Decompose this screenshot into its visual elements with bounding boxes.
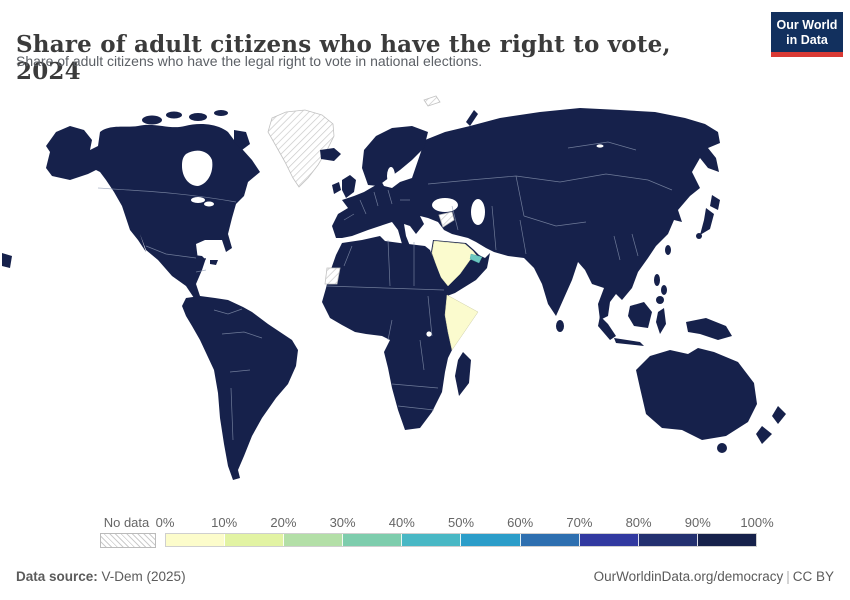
world-map <box>0 88 850 500</box>
novaya-zemlya[interactable] <box>466 110 478 126</box>
country-japan[interactable] <box>700 208 714 235</box>
country-indonesia-sumatra[interactable] <box>598 316 616 340</box>
country-iceland[interactable] <box>320 148 341 161</box>
country-philippines[interactable] <box>656 296 664 304</box>
country-cuba[interactable] <box>186 254 206 260</box>
baltic-sea <box>387 167 395 185</box>
country-new-zealand[interactable] <box>756 426 772 444</box>
country-saudi-arabia[interactable] <box>431 240 478 287</box>
country-africa[interactable] <box>322 236 478 430</box>
black-sea <box>432 198 458 212</box>
caspian-sea <box>471 199 485 225</box>
legend-tick-0%: 0% <box>155 515 175 530</box>
legend-no-data-label: No data <box>103 515 150 530</box>
great-lakes <box>191 197 205 203</box>
country-indonesia-borneo[interactable] <box>628 302 652 328</box>
country-tasmania[interactable] <box>717 443 727 453</box>
country-north-america[interactable] <box>46 124 260 306</box>
country-australia[interactable] <box>636 348 757 440</box>
country-somalia[interactable] <box>444 294 479 351</box>
legend-no-data-swatch[interactable] <box>100 533 156 548</box>
region-western-sahara-no-data[interactable] <box>324 267 341 285</box>
legend-bin-10-20%[interactable] <box>225 534 285 546</box>
chart-subtitle: Share of adult citizens who have the leg… <box>16 53 483 69</box>
legend-color-bar <box>165 533 757 547</box>
legend-tick-40%: 40% <box>388 515 415 530</box>
citation-note: OurWorldinData.org/democracy | CC BY <box>594 569 834 584</box>
region-syria-no-data[interactable] <box>438 211 455 228</box>
lake-baikal <box>596 144 604 148</box>
legend-tick-20%: 20% <box>270 515 297 530</box>
legend-bin-0-10%[interactable] <box>166 534 226 546</box>
data-source-label: Data source: <box>16 569 98 584</box>
legend-tick-10%: 10% <box>211 515 238 530</box>
country-japan[interactable] <box>710 195 720 210</box>
data-source-value: V-Dem (2025) <box>97 569 186 584</box>
region-eurasia[interactable] <box>332 108 720 320</box>
citation-separator: | <box>786 569 790 584</box>
owid-url[interactable]: OurWorldinData.org/democracy <box>593 569 784 584</box>
legend-bin-30-40%[interactable] <box>343 534 403 546</box>
country-indonesia-java[interactable] <box>614 338 644 346</box>
legend-bin-60-70%[interactable] <box>520 534 580 546</box>
country-borders <box>97 141 673 441</box>
region-greenland-no-data[interactable] <box>267 109 335 188</box>
legend-tick-50%: 50% <box>447 515 475 530</box>
country-papua-new-guinea[interactable] <box>686 318 732 340</box>
legend-tick-80%: 80% <box>625 515 652 530</box>
lake-victoria <box>426 331 432 337</box>
legend-tick-30%: 30% <box>329 515 356 530</box>
legend-bin-70-80%[interactable] <box>579 534 639 546</box>
baffin-island[interactable] <box>234 130 250 150</box>
legend-bin-90-100%[interactable] <box>697 534 756 546</box>
country-united-kingdom[interactable] <box>342 175 356 198</box>
legend-bin-50-60%[interactable] <box>461 534 521 546</box>
country-sri-lanka[interactable] <box>556 320 564 332</box>
arctic-islands[interactable] <box>189 113 207 121</box>
chart-title: Share of adult citizens who have the rig… <box>16 31 671 86</box>
legend-tick-60%: 60% <box>507 515 534 530</box>
country-philippines[interactable] <box>654 274 660 286</box>
owid-logo[interactable]: Our World in Data <box>771 12 843 57</box>
legend-bin-20-30%[interactable] <box>284 534 344 546</box>
license-label: CC BY <box>792 569 834 584</box>
country-indonesia-sulawesi[interactable] <box>656 308 666 334</box>
country-south-america[interactable] <box>182 296 298 480</box>
legend-bin-80-90%[interactable] <box>638 534 698 546</box>
legend-tick-70%: 70% <box>566 515 593 530</box>
legend-tick-90%: 90% <box>684 515 711 530</box>
great-lakes-2 <box>204 201 214 207</box>
owid-logo-line1: Our World <box>776 18 838 32</box>
country-taiwan[interactable] <box>665 245 671 255</box>
legend-tick-labels: 0% 10% 20% 30% 40% 50% 60% 70% 80% 90% 100% <box>156 515 774 530</box>
country-madagascar[interactable] <box>455 352 471 396</box>
legend-bin-40-50%[interactable] <box>402 534 462 546</box>
arctic-islands[interactable] <box>142 115 162 125</box>
country-philippines[interactable] <box>661 285 667 295</box>
data-source-note: Data source: V-Dem (2025) <box>16 569 186 584</box>
arctic-islands[interactable] <box>166 111 182 119</box>
legend-tick-100%: 100% <box>740 515 774 530</box>
country-united-arab-emirates[interactable] <box>469 253 483 264</box>
arctic-islands[interactable] <box>214 110 228 116</box>
owid-logo-line2: in Data <box>786 32 828 47</box>
region-scandinavia[interactable] <box>362 126 428 186</box>
country-japan[interactable] <box>696 233 702 239</box>
chukotka-sliver[interactable] <box>2 253 12 268</box>
country-ireland[interactable] <box>332 182 341 194</box>
country-hispaniola[interactable] <box>210 260 218 265</box>
country-new-zealand[interactable] <box>772 406 786 424</box>
region-svalbard-no-data[interactable] <box>423 95 441 107</box>
